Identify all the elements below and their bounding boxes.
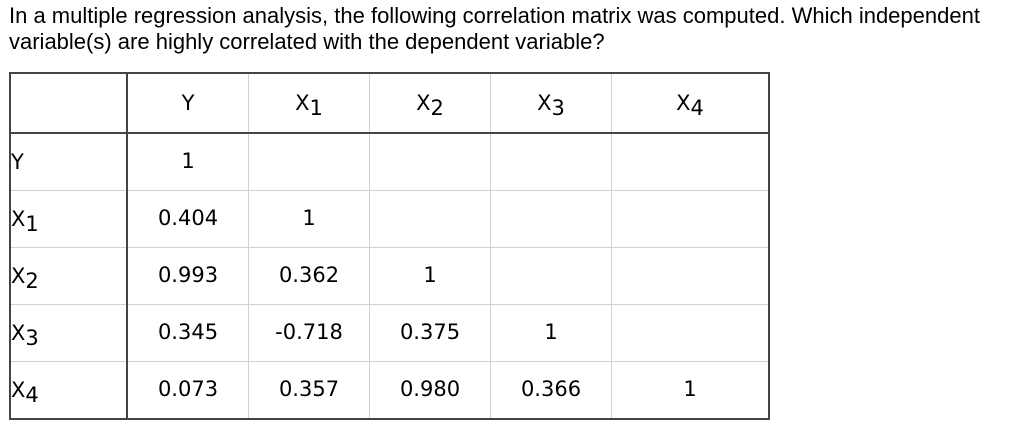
column-header-x4: X4 (611, 72, 770, 134)
matrix-cell: 1 (369, 247, 491, 305)
row-header-x3: X3 (9, 304, 128, 362)
matrix-cell: 0.375 (369, 304, 491, 362)
matrix-cell (369, 132, 491, 191)
header-row: Y X1 X2 X3 X4 (9, 72, 770, 134)
matrix-cell: 1 (490, 304, 612, 362)
table-row: X4 0.073 0.357 0.980 0.366 1 (9, 361, 770, 420)
matrix-cell (490, 132, 612, 191)
column-header-x1: X1 (248, 72, 370, 134)
row-header-x1: X1 (9, 190, 128, 248)
matrix-cell: 0.980 (369, 361, 491, 420)
matrix-cell: 1 (126, 132, 249, 191)
table-row: X2 0.993 0.362 1 (9, 247, 770, 305)
matrix-cell (248, 132, 370, 191)
matrix-cell: 0.362 (248, 247, 370, 305)
matrix-cell: 0.993 (126, 247, 249, 305)
matrix-cell: 0.366 (490, 361, 612, 420)
matrix-cell (490, 247, 612, 305)
matrix-cell (611, 132, 770, 191)
matrix-cell (611, 247, 770, 305)
corner-cell (9, 72, 128, 134)
column-header-x3: X3 (490, 72, 612, 134)
matrix-cell (369, 190, 491, 248)
table-row: X3 0.345 -0.718 0.375 1 (9, 304, 770, 362)
table-row: Y 1 (9, 132, 770, 191)
matrix-cell (611, 304, 770, 362)
correlation-matrix: Y X1 X2 X3 X4 Y 1 X1 0.404 1 X2 0.993 0.… (9, 72, 770, 420)
matrix-cell: -0.718 (248, 304, 370, 362)
matrix-cell (611, 190, 770, 248)
row-header-y: Y (9, 132, 128, 191)
question-text: In a multiple regression analysis, the f… (9, 3, 980, 54)
matrix-cell: 1 (248, 190, 370, 248)
matrix-cell: 0.345 (126, 304, 249, 362)
matrix-cell: 1 (611, 361, 770, 420)
matrix-cell: 0.357 (248, 361, 370, 420)
column-header-y: Y (126, 72, 249, 134)
column-header-x2: X2 (369, 72, 491, 134)
matrix-cell: 0.073 (126, 361, 249, 420)
row-header-x2: X2 (9, 247, 128, 305)
matrix-cell (490, 190, 612, 248)
matrix-cell: 0.404 (126, 190, 249, 248)
row-header-x4: X4 (9, 361, 128, 420)
table-row: X1 0.404 1 (9, 190, 770, 248)
